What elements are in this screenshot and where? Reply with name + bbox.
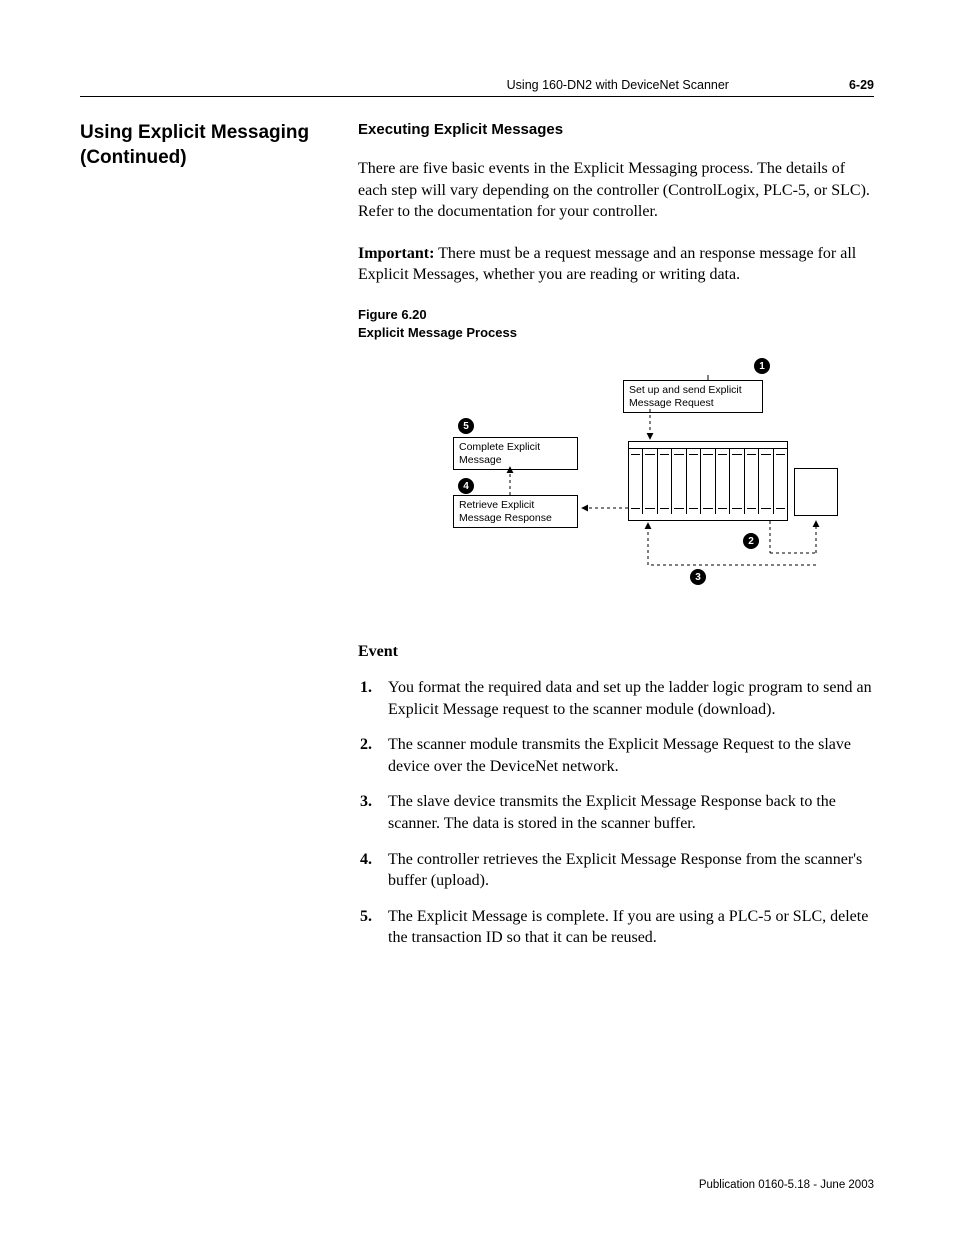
callout-number-2: 2 [743,533,759,549]
important-label: Important: [358,245,434,262]
event-item: The slave device transmits the Explicit … [358,791,874,834]
callout-number-1: 1 [754,358,770,374]
callout-number-3: 3 [690,569,706,585]
events-heading: Event [358,643,874,661]
header-pagenum: 6-29 [849,78,874,92]
callout-box-4: Retrieve Explicit Message Response [453,495,578,528]
callout-box-1: Set up and send Explicit Message Request [623,380,763,413]
event-item: The Explicit Message is complete. If you… [358,906,874,949]
figure-diagram: 1 2 3 4 5 Set up and send Explicit Messa… [398,353,868,603]
section-title: Using Explicit Messaging (Continued) [80,121,322,170]
callout-box-5: Complete Explicit Message [453,437,578,470]
footer-publication: Publication 0160-5.18 - June 2003 [699,1179,874,1191]
running-header: Using 160-DN2 with DeviceNet Scanner 6-2… [80,78,874,97]
events-list: You format the required data and set up … [358,677,874,949]
event-item: You format the required data and set up … [358,677,874,720]
figure-caption: Figure 6.20 Explicit Message Process [358,306,874,341]
header-title: Using 160-DN2 with DeviceNet Scanner [507,78,729,92]
event-item: The controller retrieves the Explicit Me… [358,849,874,892]
callout-number-5: 5 [458,418,474,434]
figure-number: Figure 6.20 [358,307,427,322]
device-module [794,468,838,516]
event-item: The scanner module transmits the Explici… [358,734,874,777]
figure-title: Explicit Message Process [358,325,517,340]
callout-number-4: 4 [458,478,474,494]
device-rack [628,441,788,521]
sub-heading: Executing Explicit Messages [358,121,874,138]
paragraph-intro: There are five basic events in the Expli… [358,158,874,223]
paragraph-important: Important: There must be a request messa… [358,243,874,286]
